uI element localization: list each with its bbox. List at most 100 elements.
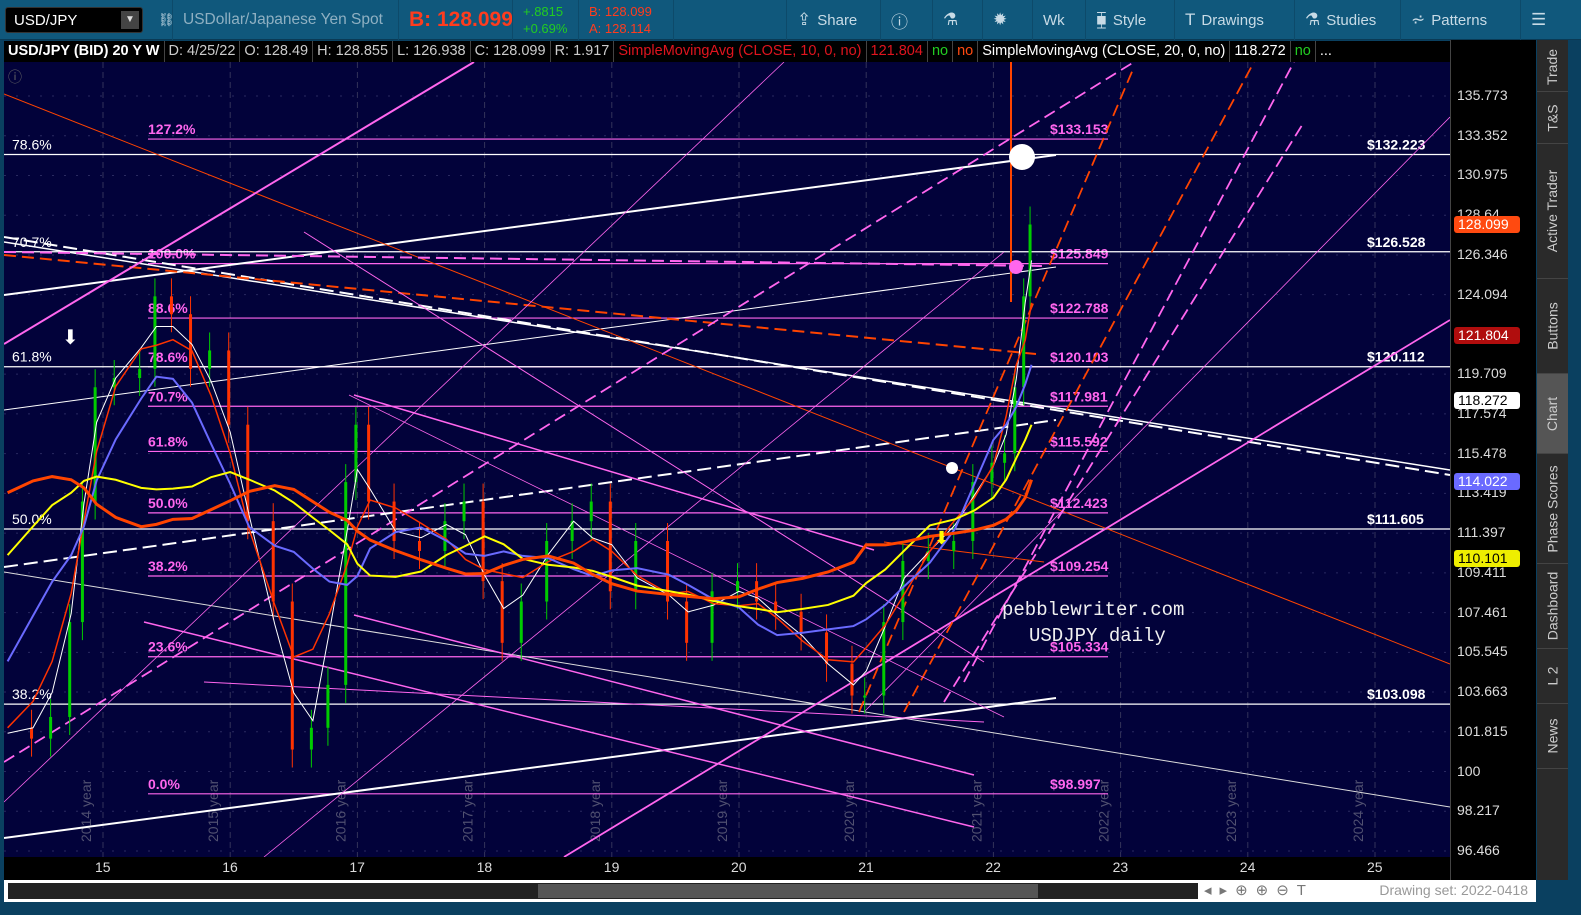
net-change: +.8815 +0.69% xyxy=(512,0,577,40)
chart-title: USD/JPY (BID) 20 Y W xyxy=(4,41,165,62)
target-marker xyxy=(1009,144,1035,170)
trendline xyxy=(3,61,1135,763)
price-badge: 110.101 xyxy=(1454,549,1520,567)
side-tab-label: Active Trader xyxy=(1544,169,1561,253)
side-tab-trade[interactable]: Trade xyxy=(1537,42,1568,92)
alert-icon: ⓘ xyxy=(8,70,22,86)
price-tick: 103.663 xyxy=(1457,683,1508,700)
side-tab-l-2[interactable]: L 2 xyxy=(1537,649,1568,704)
sma200-line xyxy=(6,475,1033,601)
price-tick: 130.975 xyxy=(1457,166,1508,183)
patterns-button[interactable]: ⩫ Patterns xyxy=(1400,0,1497,40)
trendline xyxy=(563,319,1451,858)
side-panel-tabs: Trade T&S Active Trader Buttons Chart Phase S… xyxy=(1537,40,1568,880)
fib-price-label: $120.103 xyxy=(1050,349,1109,365)
studies-button[interactable]: ⚗ Studies xyxy=(1294,0,1386,40)
side-tab-dashboard[interactable]: Dashboard xyxy=(1537,564,1568,649)
side-tab-label: Trade xyxy=(1544,48,1561,85)
bar-range: R: 1.917 xyxy=(551,41,615,62)
time-tick: 18 xyxy=(476,859,493,875)
study-flag: no xyxy=(928,41,954,62)
more-studies[interactable]: ... xyxy=(1319,43,1332,59)
price-tick: 135.773 xyxy=(1457,87,1508,103)
chevron-down-icon[interactable]: ▼ xyxy=(121,11,139,29)
fib-percent-label: 0.0% xyxy=(148,776,180,792)
flask-button[interactable]: ⚗ xyxy=(932,0,974,40)
time-tick: 25 xyxy=(1367,859,1383,875)
trendline xyxy=(3,61,785,803)
side-tab-label: News xyxy=(1544,718,1561,754)
fib-price-label: $112.423 xyxy=(1050,495,1108,511)
drawings-button[interactable]: T Drawings xyxy=(1174,0,1274,40)
trendline xyxy=(3,154,1057,296)
trendline xyxy=(863,116,1451,713)
horizontal-scrollbar[interactable] xyxy=(8,883,1198,899)
trendline xyxy=(3,419,1057,568)
scrollbar-thumb[interactable] xyxy=(538,884,1038,898)
button-label: Drawings xyxy=(1201,11,1264,29)
text-tool-icon[interactable]: T xyxy=(1296,882,1314,899)
price-tick: 124.094 xyxy=(1457,285,1508,302)
side-tab-buttons[interactable]: Buttons xyxy=(1537,279,1568,374)
price-badge: 114.022 xyxy=(1454,472,1520,490)
info-button[interactable]: ⓘ xyxy=(880,0,924,40)
price-tick: 133.352 xyxy=(1457,126,1508,143)
down-arrow-icon: ⬇ xyxy=(62,325,79,349)
side-tab-news[interactable]: News xyxy=(1537,704,1568,769)
study-sma10-label[interactable]: SimpleMovingAvg (CLOSE, 10, 0, no) xyxy=(614,41,867,62)
flask-icon: ⚗ xyxy=(943,10,959,29)
link-icon[interactable]: ⛓ xyxy=(158,12,175,27)
study-sma20-label[interactable]: SimpleMovingAvg (CLOSE, 20, 0, no) xyxy=(978,41,1231,62)
price-axis[interactable]: 135.773 133.352 130.975 128.64 126.346 124.09… xyxy=(1450,40,1536,880)
year-label: 2021 year xyxy=(968,779,984,842)
style-button[interactable]: ⧯ Style xyxy=(1085,0,1156,40)
year-label: 2024 year xyxy=(1350,779,1366,842)
price-tick: 119.709 xyxy=(1457,365,1507,382)
side-tab-label: T&S xyxy=(1544,103,1561,132)
fib-price-label: $109.254 xyxy=(1050,558,1109,574)
symbol-selector[interactable]: USD/JPY ▼ xyxy=(5,7,143,33)
change-value: +.8815 xyxy=(523,4,564,19)
trendline xyxy=(903,61,1255,713)
gear-button[interactable]: ✹ xyxy=(982,0,1023,40)
sound-icon[interactable]: ◂▸ xyxy=(1204,882,1236,899)
side-tab-active-trader[interactable]: Active Trader xyxy=(1537,144,1568,279)
year-label: 2019 year xyxy=(714,779,730,842)
price-tick: 126.346 xyxy=(1457,245,1508,262)
text-tool-icon: T xyxy=(1185,10,1196,29)
zoom-in-icon[interactable]: ⊕ xyxy=(1255,882,1277,899)
price-tick: 111.397 xyxy=(1457,524,1506,541)
sma10-line xyxy=(7,302,1033,729)
fib-price-label: $115.592 xyxy=(1050,433,1108,449)
share-button[interactable]: ⇪ Share xyxy=(786,0,867,40)
time-tick: 24 xyxy=(1239,859,1256,875)
fib-percent-label: 61.8% xyxy=(148,433,188,449)
button-label: Patterns xyxy=(1431,11,1488,29)
zoom-out-icon[interactable]: ⊖ xyxy=(1276,882,1297,899)
wk-button[interactable]: Wk xyxy=(1032,0,1075,40)
study-sma20-value: 118.272 xyxy=(1230,41,1291,62)
fib-percent-label: 70.7% xyxy=(148,388,188,404)
trendline xyxy=(3,61,475,345)
side-tab-t-s[interactable]: T&S xyxy=(1537,92,1568,144)
fib-percent-label: 61.8% xyxy=(12,349,52,365)
price-badge: 121.804 xyxy=(1454,326,1520,344)
price-tick: 117.574 xyxy=(1457,404,1507,421)
time-tick: 19 xyxy=(603,859,620,875)
zoom-controls[interactable]: ◂▸⊕⊕⊖T xyxy=(1204,881,1314,899)
crosshair-icon[interactable]: ⊕ xyxy=(1235,882,1256,899)
price-tick: 98.217 xyxy=(1457,802,1500,819)
time-axis[interactable]: 15 16 17 18 19 20 21 22 23 24 25 xyxy=(4,857,1450,880)
menu-button[interactable]: ☰ xyxy=(1520,0,1562,40)
time-tick: 23 xyxy=(1112,859,1129,875)
year-label: 2023 year xyxy=(1223,779,1239,842)
fib-price-label: $125.849 xyxy=(1050,246,1109,262)
side-tab-chart[interactable]: Chart xyxy=(1537,374,1568,454)
trendline xyxy=(858,66,1135,713)
year-label: 2014 year xyxy=(78,779,94,842)
side-tab-label: Buttons xyxy=(1544,302,1561,350)
side-tab-phase-scores[interactable]: Phase Scores xyxy=(1537,454,1568,564)
drawing-set[interactable]: Drawing set: 2022-0418 xyxy=(1379,882,1528,898)
